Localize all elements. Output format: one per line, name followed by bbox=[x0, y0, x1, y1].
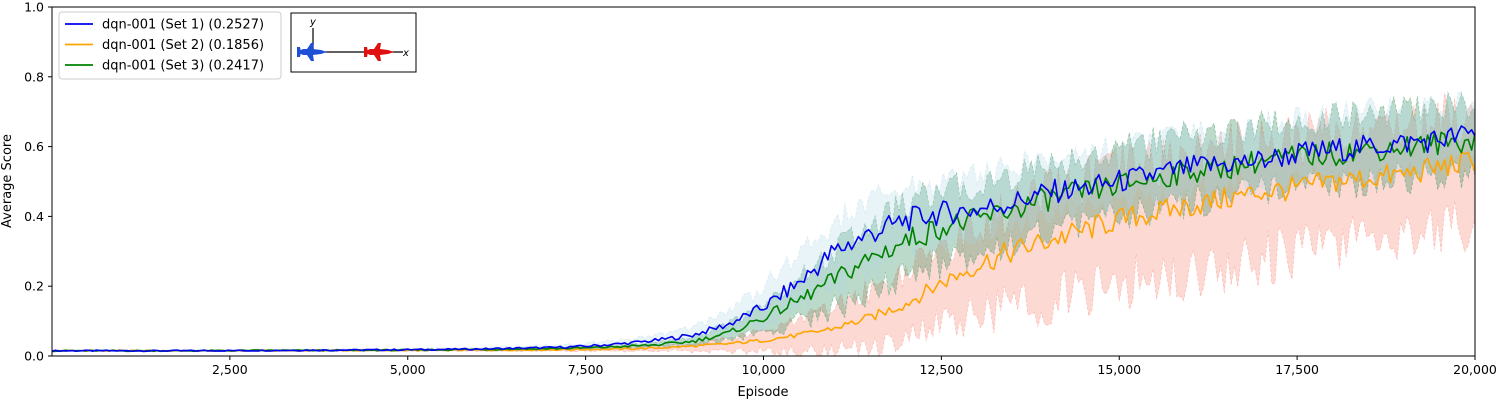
y-tick-label: 0.0 bbox=[24, 349, 44, 364]
x-axis-title: Episode bbox=[737, 385, 788, 400]
inset-box bbox=[290, 12, 417, 73]
blue-jet-icon bbox=[297, 43, 327, 61]
x-tick-label: 7,500 bbox=[568, 362, 604, 377]
inset-y-label: y bbox=[309, 17, 317, 28]
legend-label-2: dqn-001 (Set 2) (0.1856) bbox=[102, 38, 264, 53]
legend-box bbox=[58, 11, 282, 80]
aircraft-inset: y x bbox=[290, 12, 417, 73]
x-tick-label: 17,500 bbox=[1275, 362, 1319, 377]
series-lines bbox=[51, 125, 1476, 353]
x-tick-label: 12,500 bbox=[920, 362, 964, 377]
legend-label-1: dqn-001 (Set 1) (0.2527) bbox=[102, 18, 264, 33]
series-line-1 bbox=[51, 125, 1476, 353]
x-axis: 2,500 5,000 7,500 10,000 12,500 15,000 17,500 2… bbox=[212, 356, 1497, 377]
red-jet-icon bbox=[364, 43, 394, 61]
band-1 bbox=[51, 90, 1476, 353]
y-axis: 0.0 0.2 0.4 0.6 0.8 1.0 bbox=[24, 0, 52, 364]
x-tick-label: 2,500 bbox=[212, 362, 248, 377]
legend: dqn-001 (Set 1) (0.2527) dqn-001 (Set 2) … bbox=[58, 11, 282, 80]
y-tick-label: 1.0 bbox=[24, 0, 44, 15]
legend-label-3: dqn-001 (Set 3) (0.2417) bbox=[102, 59, 264, 74]
y-axis-title: Average Score bbox=[0, 134, 15, 228]
x-tick-label: 15,000 bbox=[1097, 362, 1141, 377]
confidence-bands bbox=[51, 90, 1476, 358]
y-tick-label: 0.8 bbox=[24, 69, 44, 84]
x-tick-label: 5,000 bbox=[390, 362, 426, 377]
x-tick-label: 10,000 bbox=[742, 362, 786, 377]
inset-x-label: x bbox=[402, 48, 409, 59]
y-tick-label: 0.6 bbox=[24, 139, 44, 154]
y-tick-label: 0.2 bbox=[24, 279, 44, 294]
y-tick-label: 0.4 bbox=[24, 209, 44, 224]
x-tick-label: 20,000 bbox=[1453, 362, 1497, 377]
